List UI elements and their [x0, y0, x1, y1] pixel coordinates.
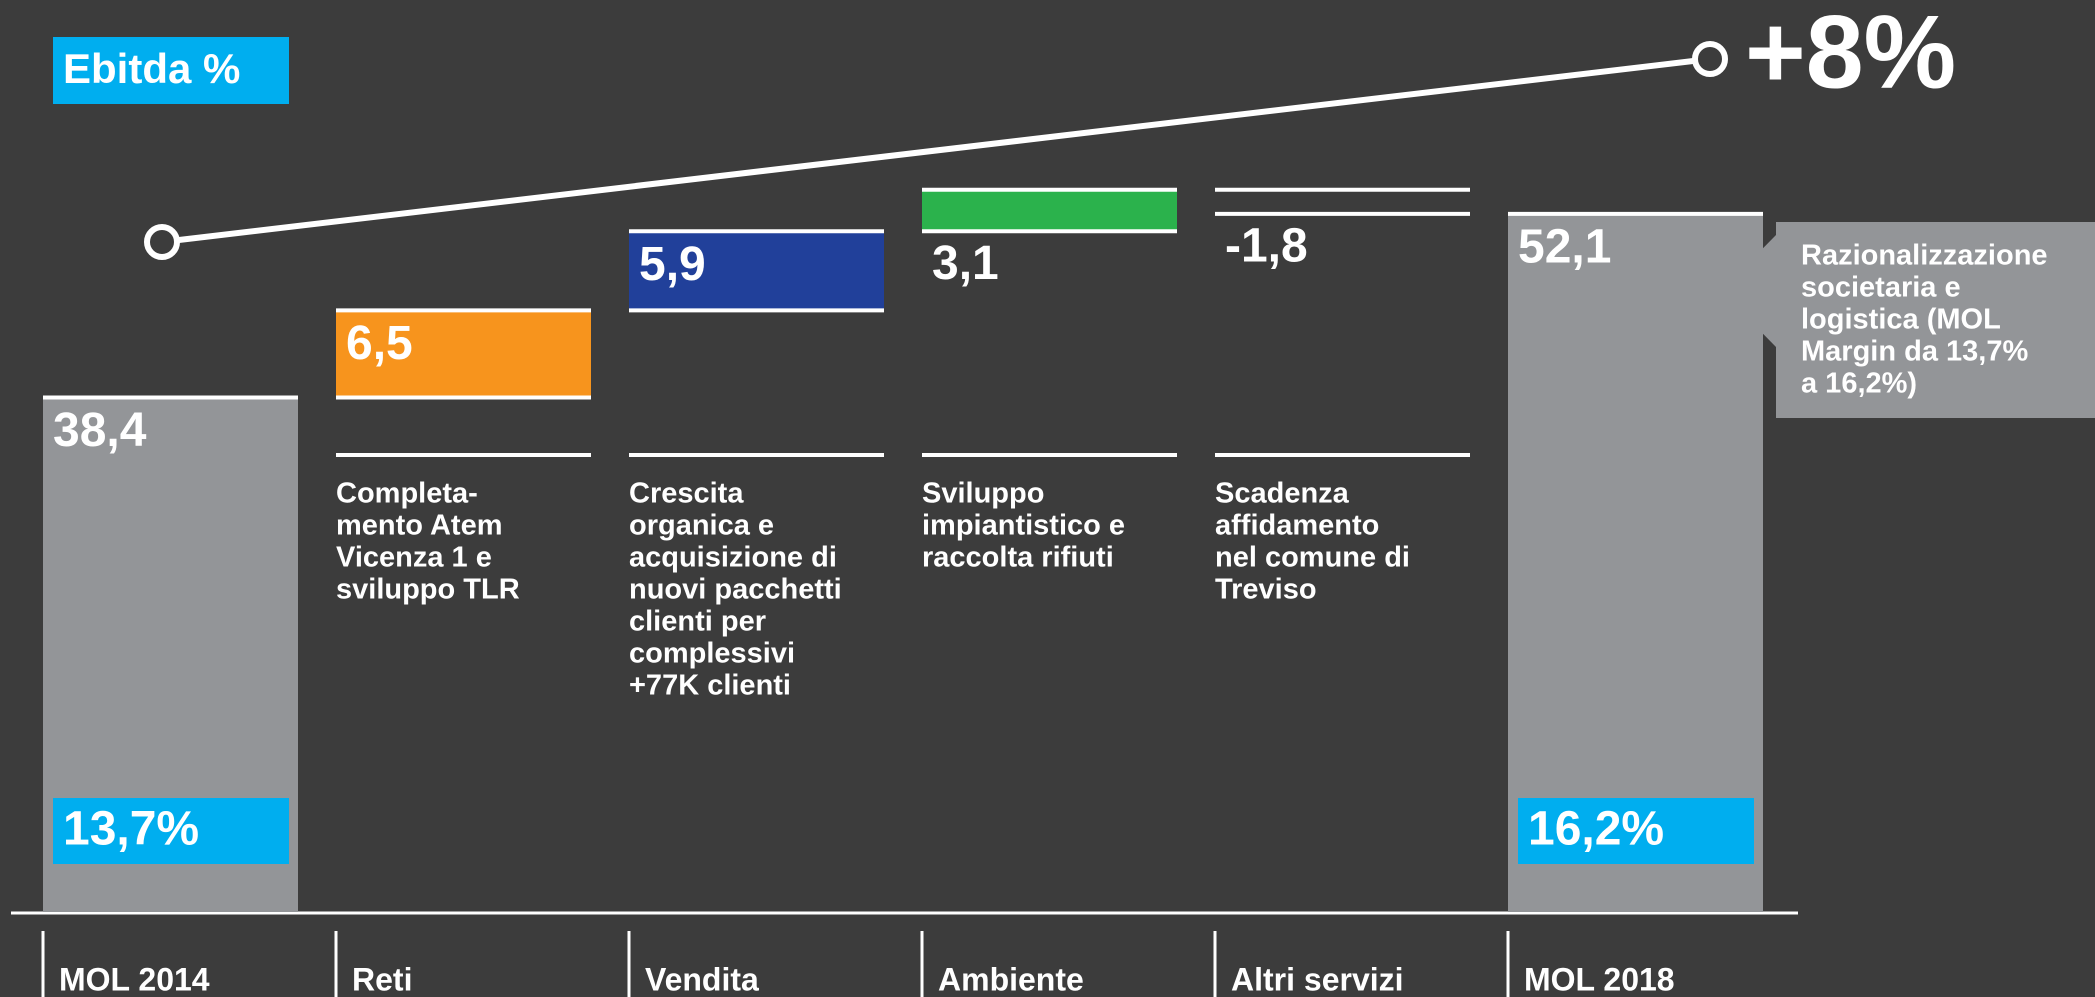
- trend-start: [144, 224, 180, 260]
- bar: [336, 310, 591, 398]
- value-label: -1,8: [1225, 220, 1308, 273]
- title-box: [53, 37, 289, 104]
- description: acquisizione di: [629, 542, 837, 574]
- callout-box: [1776, 222, 2095, 418]
- description: nuovi pacchetti: [629, 574, 842, 606]
- callout-text: Margin da 13,7%: [1801, 336, 2028, 368]
- bar: [629, 231, 884, 311]
- description: nel comune di: [1215, 542, 1410, 574]
- trend-end: [1692, 41, 1728, 77]
- description: organica e: [629, 510, 774, 542]
- margin-label: 13,7%: [63, 803, 199, 856]
- description: Vicenza 1 e: [336, 542, 492, 574]
- description: complessivi: [629, 638, 795, 670]
- margin-box: [1518, 798, 1754, 864]
- callout-text: societaria e: [1801, 272, 1961, 304]
- value-label: 38,4: [53, 404, 147, 457]
- x-tick-label: Vendita: [645, 961, 759, 997]
- description: Completa-: [336, 478, 478, 510]
- description: mento Atem: [336, 510, 503, 542]
- change-label: +8%: [1745, 0, 1956, 110]
- description: +77K clienti: [629, 670, 791, 702]
- x-tick-label: MOL 2014: [59, 961, 210, 997]
- description: Treviso: [1215, 574, 1317, 606]
- trend-line: [161, 56, 1711, 245]
- description: sviluppo TLR: [336, 574, 520, 606]
- description: impiantistico e: [922, 510, 1125, 542]
- x-tick-label: MOL 2018: [1524, 961, 1675, 997]
- bar: [1215, 189, 1470, 214]
- x-tick-label: Ambiente: [938, 961, 1084, 997]
- value-label: 5,9: [639, 238, 706, 291]
- margin-label: 16,2%: [1528, 803, 1664, 856]
- value-label: 6,5: [346, 317, 413, 370]
- margin-box: [53, 798, 289, 864]
- callout-text: Razionalizzazione: [1801, 240, 2048, 272]
- description: Sviluppo: [922, 478, 1044, 510]
- x-tick-label: Altri servizi: [1231, 961, 1404, 997]
- value-label: 52,1: [1518, 221, 1611, 274]
- description: Crescita: [629, 478, 744, 510]
- x-tick-label: Reti: [352, 961, 412, 997]
- chart-title: Ebitda %: [63, 45, 240, 92]
- description: clienti per: [629, 606, 766, 638]
- bar: [922, 189, 1177, 232]
- description: raccolta rifiuti: [922, 542, 1114, 574]
- callout-text: a 16,2%): [1801, 368, 1917, 400]
- value-label: 3,1: [932, 237, 999, 290]
- description: affidamento: [1215, 510, 1379, 542]
- description: Scadenza: [1215, 478, 1350, 510]
- bar: [1508, 213, 1763, 913]
- callout-text: logistica (MOL: [1801, 304, 2001, 336]
